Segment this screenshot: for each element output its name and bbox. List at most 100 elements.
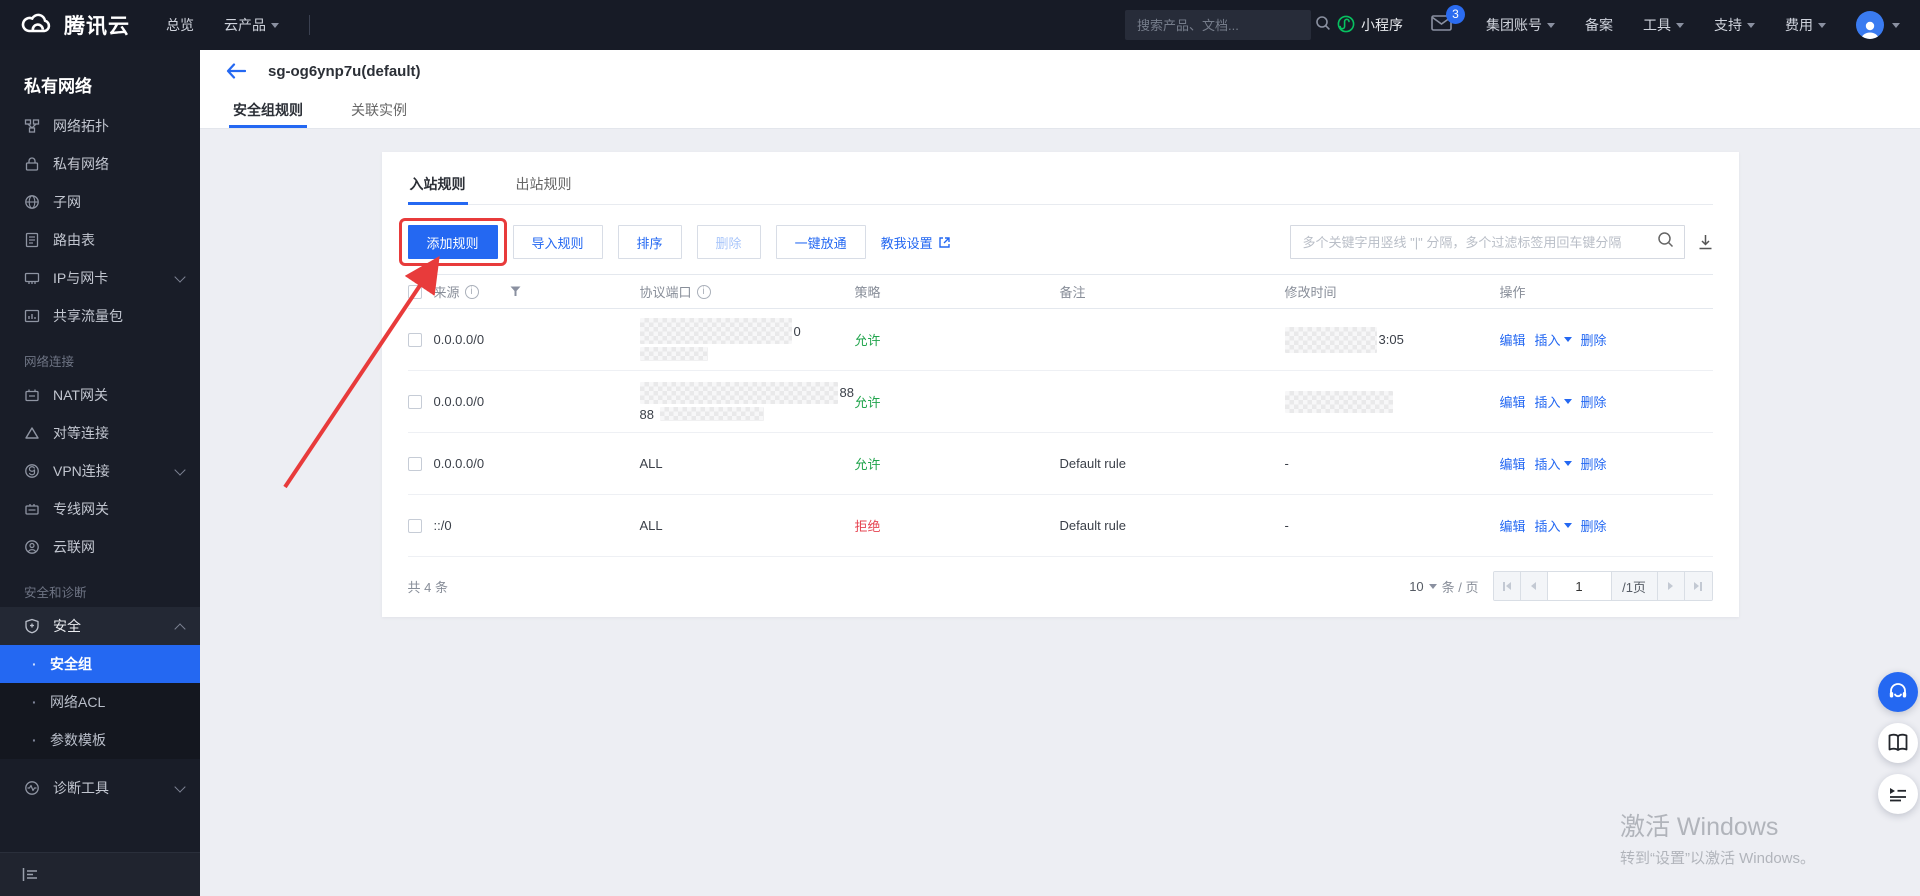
search-icon[interactable] [1657,231,1674,253]
delete-link[interactable]: 删除 [1580,395,1607,410]
docs-button[interactable] [1878,723,1918,763]
brand-name: 腾讯云 [64,15,130,38]
headset-icon [1889,683,1907,698]
redacted-block [639,318,792,344]
first-page-button[interactable] [1493,572,1521,600]
tab-outbound-rules[interactable]: 出站规则 [515,176,572,192]
chevron-down-icon [1563,337,1572,342]
tab-inbound-rules[interactable]: 入站规则 [407,168,468,205]
rule-search-box[interactable] [1289,225,1685,259]
sidebar-item-param-template[interactable]: 参数模板 [0,721,200,759]
sidebar-item-peering[interactable]: 对等连接 [0,414,200,452]
sidebar-item-ip-nic[interactable]: IP与网卡 [0,259,200,297]
peering-icon [25,427,39,439]
sidebar-item-security-group[interactable]: 安全组 [0,645,200,683]
chevron-down-icon [1747,22,1755,28]
nav-tools[interactable]: 工具 [1643,15,1684,35]
sidebar-item-ccn[interactable]: 云联网 [0,528,200,566]
feedback-list-icon [1890,788,1906,802]
delete-link[interactable]: 删除 [1580,457,1607,472]
insert-link[interactable]: 插入 [1535,330,1572,349]
row-checkbox[interactable] [407,394,422,409]
delete-button[interactable]: 删除 [696,225,761,259]
filter-funnel-icon[interactable] [510,286,521,297]
table-row: ::/0 ALL 拒绝 Default rule - 编辑 插入 删除 [407,495,1713,557]
info-icon[interactable] [696,284,711,299]
cell-remark: Default rule [1059,518,1126,533]
collapse-sidebar-icon [22,868,37,881]
row-checkbox[interactable] [407,456,422,471]
content-area: 入站规则 出站规则 添加规则 导入规则 排序 删除 一键放通 教我设置 [200,129,1920,896]
edit-link[interactable]: 编辑 [1499,457,1526,472]
nav-products[interactable]: 云产品 [224,15,279,35]
edit-link[interactable]: 编辑 [1499,395,1526,410]
external-link-icon [938,236,950,248]
sidebar-item-traffic-package[interactable]: 共享流量包 [0,297,200,335]
support-chat-button[interactable] [1878,672,1918,712]
avatar-menu-caret[interactable] [1892,22,1900,28]
cloud-logo-icon [20,10,54,41]
sidebar-collapse-button[interactable] [0,852,200,896]
sidebar-item-vpn[interactable]: VPN连接 [0,452,200,490]
chevron-down-icon [174,271,186,283]
ccn-icon [25,540,39,554]
global-search[interactable] [1125,10,1330,40]
sidebar-item-topology[interactable]: 网络拓扑 [0,107,200,145]
row-checkbox[interactable] [407,518,422,533]
prev-page-button[interactable] [1520,572,1548,600]
add-rule-button[interactable]: 添加规则 [398,218,507,266]
tab-associated-instances[interactable]: 关联实例 [351,102,407,118]
edit-link[interactable]: 编辑 [1499,333,1526,348]
search-icon[interactable] [1315,15,1331,36]
tab-security-group-rules[interactable]: 安全组规则 [229,92,307,128]
sidebar-item-vpc[interactable]: 私有网络 [0,145,200,183]
delete-link[interactable]: 删除 [1580,519,1607,534]
brand-logo[interactable]: 腾讯云 [20,10,130,41]
import-rules-button[interactable]: 导入规则 [512,225,603,259]
rule-search-input[interactable] [1300,233,1657,251]
delete-link[interactable]: 删除 [1580,333,1607,348]
chevron-down-icon [1892,22,1900,28]
row-checkbox[interactable] [407,332,422,347]
diagnostic-tools-icon [25,781,39,795]
edit-link[interactable]: 编辑 [1499,519,1526,534]
download-icon[interactable] [1698,234,1713,250]
sidebar-item-nat[interactable]: NAT网关 [0,376,200,414]
nav-billing[interactable]: 费用 [1785,15,1826,35]
nav-support[interactable]: 支持 [1714,15,1755,35]
insert-link[interactable]: 插入 [1535,454,1572,473]
sort-button[interactable]: 排序 [617,225,682,259]
sidebar-item-network-acl[interactable]: 网络ACL [0,683,200,721]
chevron-down-icon [174,781,186,793]
messages-entry[interactable]: 3 [1431,4,1465,36]
next-page-button[interactable] [1657,572,1685,600]
page-size-select[interactable]: 10 条 / 页 [1409,578,1479,595]
sidebar-item-security[interactable]: 安全 [0,607,200,645]
open-all-button[interactable]: 一键放通 [775,225,866,259]
current-page-input[interactable]: 1 [1547,572,1612,600]
avatar[interactable] [1856,11,1884,39]
sidebar-item-subnet[interactable]: 子网 [0,183,200,221]
nav-overview[interactable]: 总览 [166,17,194,33]
pager: 1 /1页 [1492,571,1713,601]
insert-link[interactable]: 插入 [1535,392,1572,411]
nav-beian[interactable]: 备案 [1585,17,1613,33]
sidebar-item-route-table[interactable]: 路由表 [0,221,200,259]
cell-source: 0.0.0.0/0 [433,456,485,471]
back-button[interactable] [226,63,246,79]
vpn-icon [25,464,39,478]
last-page-button[interactable] [1684,572,1712,600]
table-row: 0.0.0.0/0 ALL 允许 Default rule - 编辑 插入 删除 [407,433,1713,495]
insert-link[interactable]: 插入 [1535,516,1572,535]
select-all-checkbox[interactable] [407,284,422,299]
nav-group-account[interactable]: 集团账号 [1486,15,1555,35]
info-icon[interactable] [464,284,479,299]
feedback-button[interactable] [1878,774,1918,814]
global-search-input[interactable] [1135,16,1315,34]
redacted-block [639,381,838,404]
tutorial-link[interactable]: 教我设置 [881,233,951,252]
sidebar-item-direct-gateway[interactable]: 专线网关 [0,490,200,528]
miniprogram-entry[interactable]: 小程序 [1337,15,1403,36]
sidebar-item-diag-tools[interactable]: 诊断工具 [0,769,200,807]
